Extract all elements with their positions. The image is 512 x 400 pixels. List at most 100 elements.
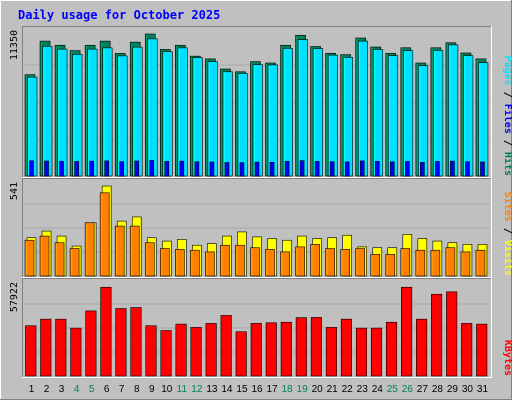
pages-bar-highlight	[328, 56, 331, 176]
pages-bar-highlight	[343, 58, 346, 176]
kbytes-bar-highlight	[251, 324, 253, 376]
kbytes-bar-highlight	[86, 311, 88, 376]
sites-bar-highlight	[55, 243, 58, 276]
x-tick-label-day-3: 3	[59, 384, 65, 395]
sites-bar-highlight	[461, 252, 463, 276]
sites-bar	[84, 222, 95, 277]
kbytes-bar-highlight	[206, 324, 208, 376]
x-axis-day-labels: 1 2 3 4 5 6 7 8 9 10 11 12 13 14 15 16 17 18 19 20 21 22 23 24 2…	[29, 384, 489, 395]
sites-bar	[159, 248, 170, 277]
sites-bar-highlight	[341, 250, 343, 276]
x-tick-label-day-13: 13	[206, 384, 218, 395]
kbytes-bar	[401, 286, 413, 377]
hits-bar-highlight	[236, 72, 238, 176]
files-bar-highlight	[45, 161, 47, 176]
sites-bar-highlight	[296, 247, 298, 276]
sites-bar-highlight	[446, 248, 448, 276]
x-tick-label-day-4: 4	[74, 384, 80, 395]
x-tick-label-day-19: 19	[297, 384, 309, 395]
sites-bar	[114, 225, 125, 277]
legend-separator: /	[502, 134, 512, 152]
x-tick-label-day-26: 26	[402, 384, 414, 395]
x-tick-label-day-6: 6	[104, 384, 110, 395]
pages-bar-highlight	[283, 49, 286, 176]
sites-bar	[370, 254, 381, 277]
sites-bar	[475, 249, 486, 277]
x-tick-label-day-2: 2	[44, 384, 50, 395]
hits-bar-highlight	[206, 59, 208, 176]
x-tick-label-day-31: 31	[477, 384, 489, 395]
files-bar-highlight	[165, 162, 167, 176]
sites-bar-highlight	[176, 250, 178, 276]
sites-bar	[460, 251, 471, 277]
x-tick-label-day-25: 25	[387, 384, 399, 395]
x-tick-label-day-7: 7	[119, 384, 125, 395]
x-tick-label-day-1: 1	[29, 384, 35, 395]
kbytes-bar-highlight	[372, 329, 374, 376]
x-tick-label-day-22: 22	[342, 384, 354, 395]
hits-bar-highlight	[161, 50, 163, 176]
hits-bar-highlight	[40, 42, 43, 176]
files-bar	[179, 160, 185, 177]
hits-bar-highlight	[386, 54, 388, 176]
pages-bar-highlight	[313, 49, 316, 176]
x-tick-label-day-30: 30	[462, 384, 474, 395]
kbytes-bar-highlight	[417, 320, 419, 376]
kbytes-bar-highlight	[296, 318, 299, 376]
kbytes-bar-highlight	[462, 324, 464, 376]
x-tick-label-day-15: 15	[236, 384, 248, 395]
kbytes-bar	[340, 318, 352, 377]
sites-bar	[280, 251, 290, 277]
files-bar-highlight	[285, 162, 288, 176]
kbytes-bar	[115, 308, 127, 377]
pages-bar-highlight	[434, 51, 436, 176]
kbytes-bar-highlight	[281, 323, 284, 376]
kbytes-bar	[476, 323, 488, 377]
files-bar-highlight	[195, 162, 197, 176]
sites-bar	[430, 249, 441, 277]
pages-bar-highlight	[28, 78, 30, 176]
kbytes-bar	[295, 317, 307, 377]
pages-bar-highlight	[73, 55, 75, 176]
pages-bar-highlight	[298, 40, 301, 176]
kbytes-bar-highlight	[101, 288, 103, 376]
hits-bar-highlight	[446, 43, 448, 176]
hits-bar-highlight	[281, 46, 283, 176]
files-bar	[119, 161, 124, 177]
sites-bar-highlight	[356, 249, 358, 276]
hits-bar-highlight	[371, 48, 373, 176]
pages-bar-highlight	[148, 39, 150, 176]
sites-bar-highlight	[191, 251, 193, 276]
kbytes-bar	[190, 327, 202, 377]
sites-bar	[190, 249, 200, 277]
kbytes-bar	[25, 325, 37, 377]
kbytes-panel-legend: KBytes	[502, 340, 512, 376]
chart-panels: 11350 Pages / Files / Hits 541 Sites / Visi…	[9, 26, 512, 378]
kbytes-bar	[280, 321, 292, 377]
x-tick-label-day-21: 21	[327, 384, 339, 395]
pages-bar-highlight	[58, 50, 60, 176]
hits-bar-highlight	[131, 43, 133, 176]
kbytes-bar	[325, 327, 337, 377]
files-bar-highlight	[240, 163, 242, 176]
x-tick-label-day-20: 20	[312, 384, 324, 395]
hits-bar-highlight	[416, 64, 418, 176]
kbytes-bar	[265, 322, 277, 377]
kbytes-bar	[310, 317, 322, 377]
x-tick-label-day-28: 28	[432, 384, 444, 395]
hits-bar-highlight	[461, 54, 463, 176]
kbytes-bar	[385, 321, 398, 377]
files-bar-highlight	[300, 161, 303, 176]
sites-bar-highlight	[85, 223, 88, 276]
files-bar-highlight	[105, 161, 107, 176]
x-tick-label-day-16: 16	[251, 384, 263, 395]
files-bar-highlight	[30, 161, 32, 176]
files-bar-highlight	[180, 162, 182, 176]
sites-bar-highlight	[146, 243, 148, 276]
x-tick-label-day-23: 23	[357, 384, 369, 395]
kbytes-panel-ymax-label: 57922	[9, 282, 20, 312]
sites-bar	[205, 251, 215, 277]
kbytes-bar	[85, 310, 97, 377]
kbytes-bar-highlight	[161, 331, 163, 376]
